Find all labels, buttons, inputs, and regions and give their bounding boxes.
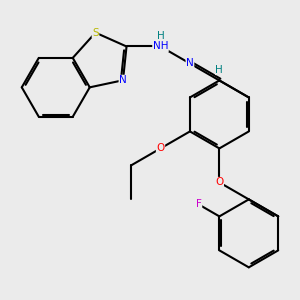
Text: F: F <box>196 200 202 209</box>
Text: O: O <box>156 143 165 153</box>
Text: N: N <box>186 58 194 68</box>
Text: NH: NH <box>153 41 168 52</box>
Text: H: H <box>157 31 164 40</box>
Text: S: S <box>92 28 99 38</box>
Text: H: H <box>215 64 223 75</box>
Text: O: O <box>215 177 224 188</box>
Text: N: N <box>119 75 127 85</box>
